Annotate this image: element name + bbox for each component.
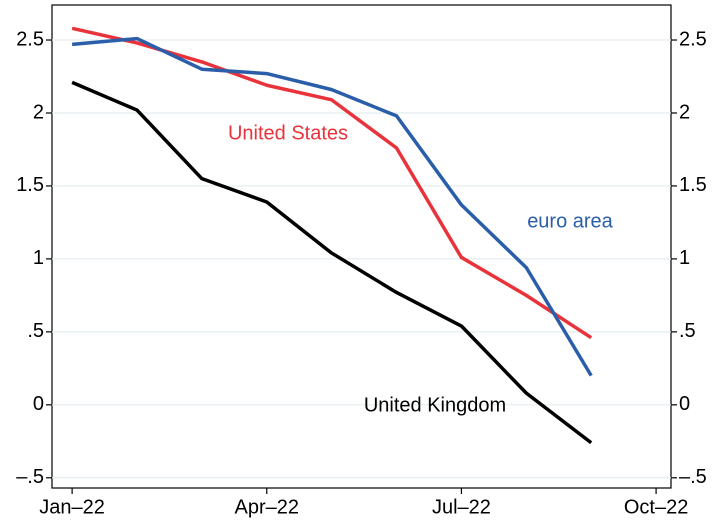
series-label: euro area <box>527 210 613 232</box>
y2-tick-label: –.5 <box>679 466 707 488</box>
plot-frame <box>51 4 672 489</box>
y-tick-label: 1.5 <box>16 174 44 196</box>
y-tick-label: 2 <box>33 101 44 123</box>
y2-tick-label: 1 <box>679 247 690 269</box>
y2-tick-label: 2.5 <box>679 28 707 50</box>
y-tick-label: .5 <box>27 320 44 342</box>
y2-tick-label: 2 <box>679 101 690 123</box>
y-tick-label: 0 <box>33 393 44 415</box>
y2-tick-label: .5 <box>679 320 696 342</box>
y2-tick-label: 1.5 <box>679 174 707 196</box>
series-line <box>71 26 593 340</box>
series-line <box>71 36 593 377</box>
y-tick-label: –.5 <box>16 466 44 488</box>
y-tick-label: 2.5 <box>16 28 44 50</box>
x-tick-label: Apr–22 <box>235 496 300 518</box>
y2-tick-label: 0 <box>679 393 690 415</box>
series-label: United States <box>228 122 348 144</box>
x-tick-label: Jan–22 <box>39 496 105 518</box>
x-tick-label: Jul–22 <box>432 496 491 518</box>
series-label: United Kingdom <box>364 394 506 416</box>
series-line <box>71 80 593 445</box>
y-tick-label: 1 <box>33 247 44 269</box>
x-tick-label: Oct–22 <box>624 496 688 518</box>
